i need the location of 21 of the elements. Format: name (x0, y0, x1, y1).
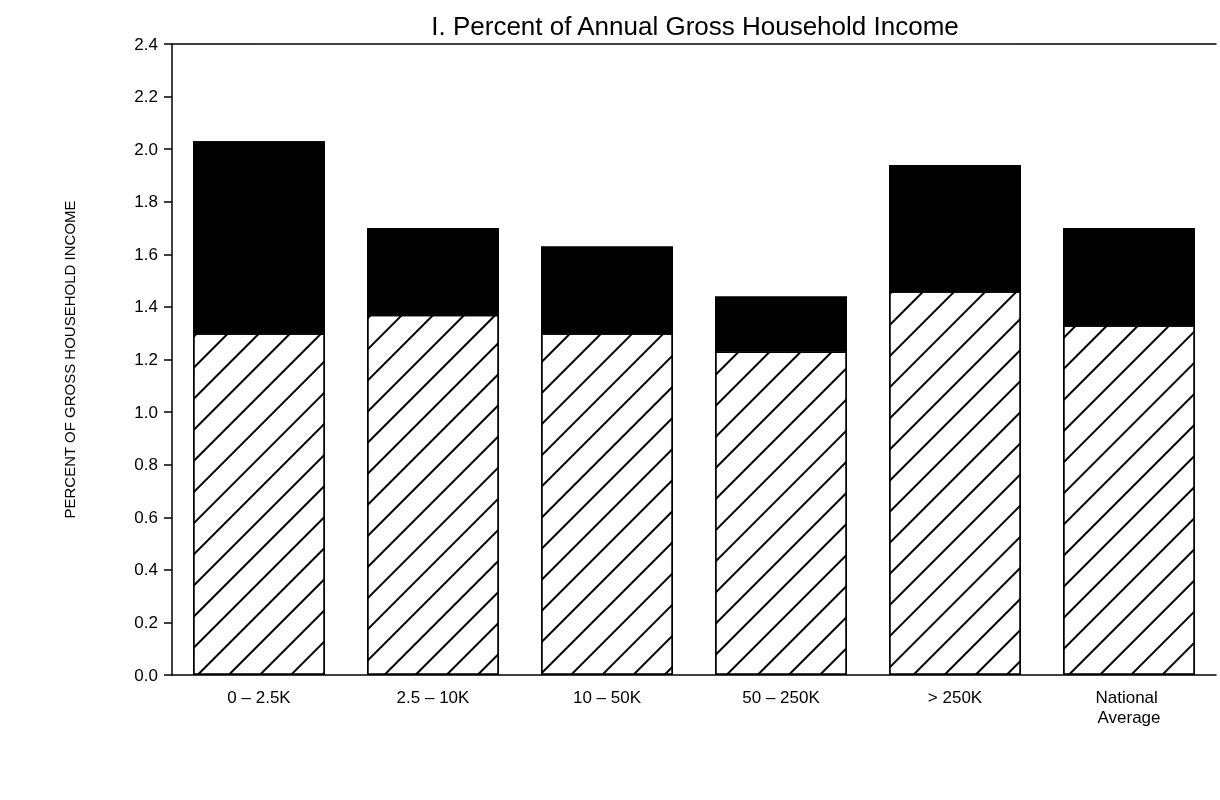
y-tick-label: 1.0 (134, 402, 158, 422)
y-tick-label: 0.8 (134, 455, 158, 475)
y-axis-title: PERCENT OF GROSS HOUSEHOLD INCOME (61, 200, 78, 519)
x-tick-label: 0 – 2.5K (227, 687, 292, 707)
y-tick-label: 2.0 (134, 139, 158, 159)
y-tick-label: 2.4 (134, 34, 158, 54)
y-tick-label: 1.6 (134, 244, 158, 264)
y-tick-label: 0.4 (134, 560, 158, 580)
y-tick-label: 0.2 (134, 612, 158, 632)
chart-title: I. Percent of Annual Gross Household Income (431, 11, 959, 41)
y-tick-label: 1.2 (134, 350, 158, 369)
x-tick-label: 50 – 250K (742, 687, 821, 707)
x-tick-label: 10 – 50K (572, 687, 642, 707)
x-tick-label: > 250K (927, 687, 983, 707)
y-tick-label: 0.0 (134, 665, 158, 685)
y-tick-label: 1.8 (134, 192, 158, 212)
x-tick-label: National Average (1095, 687, 1163, 727)
x-tick-label: 2.5 – 10K (396, 687, 471, 707)
y-tick-label: 1.4 (134, 297, 158, 317)
y-tick-label: 2.2 (134, 87, 158, 107)
y-tick-label: 0.6 (134, 507, 158, 527)
